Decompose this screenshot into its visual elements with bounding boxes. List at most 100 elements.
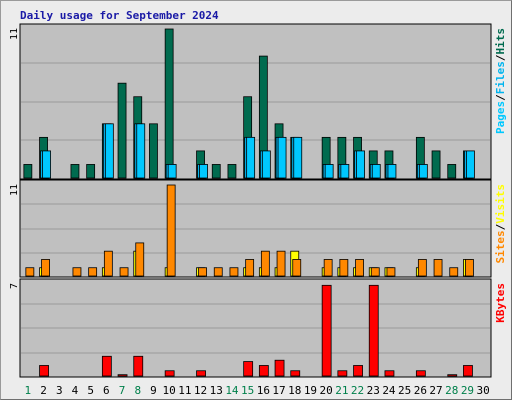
bar-sites: [25, 267, 35, 277]
bar-kbytes: [196, 370, 206, 377]
bar-pages: [136, 123, 146, 179]
x-tick-label: 9: [150, 384, 157, 397]
series-label: KBytes: [494, 283, 507, 323]
bar-hits: [431, 150, 441, 179]
x-tick-label: 11: [178, 384, 191, 397]
x-tick-label: 26: [414, 384, 427, 397]
bar-sites: [417, 259, 427, 277]
series-label-separator: /: [494, 54, 507, 61]
bar-sites: [88, 267, 98, 277]
bar-hits: [86, 164, 96, 179]
series-label-separator: /: [494, 94, 507, 101]
bar-kbytes: [274, 359, 285, 377]
x-tick-label: 14: [225, 384, 239, 397]
x-tick-label: 6: [103, 384, 110, 397]
series-label-group: Sites/Visits: [494, 184, 507, 264]
bar-pages: [104, 123, 114, 179]
x-tick-label: 13: [210, 384, 223, 397]
bar-sites: [229, 267, 239, 277]
ymax-label: 7: [9, 283, 20, 289]
bar-hits: [211, 164, 221, 179]
x-tick-label: 2: [40, 384, 47, 397]
bar-hits: [149, 123, 158, 179]
ymax-label: 11: [9, 28, 20, 40]
bar-hits: [23, 164, 33, 179]
x-tick-label: 12: [194, 384, 207, 397]
series-label-group: Pages/Files/Hits: [494, 28, 507, 134]
bar-pages: [167, 164, 177, 179]
bar-sites: [370, 267, 380, 277]
bar-pages: [261, 150, 271, 179]
x-tick-label: 19: [304, 384, 317, 397]
bar-pages: [199, 164, 208, 179]
bar-pages: [466, 150, 475, 179]
x-tick-label: 30: [477, 384, 490, 397]
bar-sites: [245, 259, 255, 277]
series-label: Pages: [494, 101, 507, 134]
x-tick-label: 18: [288, 384, 301, 397]
bar-hits: [227, 164, 237, 179]
x-tick-label: 7: [119, 384, 126, 397]
x-tick-label: 8: [134, 384, 141, 397]
bar-pages: [42, 150, 51, 179]
bar-hits: [447, 164, 457, 179]
series-label: Hits: [494, 28, 507, 55]
bar-pages: [324, 164, 334, 179]
series-label-group: KBytes: [494, 283, 507, 323]
bar-sites: [41, 259, 50, 277]
bar-pages: [340, 164, 350, 179]
series-label: Sites: [494, 230, 507, 263]
series-label: Files: [494, 61, 507, 94]
bar-sites: [198, 267, 207, 277]
bar-kbytes: [101, 355, 112, 377]
bar-kbytes: [258, 365, 269, 377]
bar-kbytes: [243, 361, 254, 377]
bar-sites: [465, 259, 474, 277]
x-tick-label: 5: [87, 384, 94, 397]
x-tick-label: 3: [56, 384, 63, 397]
bar-kbytes: [39, 365, 49, 377]
x-tick-label: 29: [461, 384, 474, 397]
bar-kbytes: [290, 370, 301, 377]
x-tick-label: 17: [272, 384, 285, 397]
bar-kbytes: [117, 374, 128, 377]
bar-sites: [260, 250, 270, 277]
bar-kbytes: [164, 370, 175, 377]
bar-sites: [449, 267, 459, 277]
bar-pages: [387, 164, 397, 179]
x-tick-label: 20: [320, 384, 333, 397]
bar-pages: [293, 136, 303, 179]
x-tick-label: 21: [335, 384, 348, 397]
bar-pages: [356, 150, 365, 179]
bar-kbytes: [463, 365, 473, 377]
bar-kbytes: [321, 284, 332, 377]
bar-hits: [117, 82, 127, 179]
bar-sites: [339, 259, 349, 277]
bar-sites: [119, 267, 129, 277]
bar-kbytes: [447, 374, 458, 377]
x-tick-label: 23: [367, 384, 380, 397]
bar-sites: [433, 259, 443, 277]
x-tick-label: 15: [241, 384, 254, 397]
bar-kbytes: [368, 284, 379, 377]
x-tick-label: 22: [351, 384, 364, 397]
bar-pages: [246, 136, 256, 179]
bar-sites: [72, 267, 82, 277]
bar-pages: [418, 164, 428, 179]
bar-pages: [371, 164, 381, 179]
x-tick-label: 10: [163, 384, 176, 397]
x-tick-label: 4: [72, 384, 79, 397]
bar-sites: [213, 267, 223, 277]
bar-hits: [70, 164, 80, 179]
bar-kbytes: [415, 370, 426, 377]
x-tick-label: 28: [445, 384, 458, 397]
x-tick-label: 27: [429, 384, 442, 397]
x-tick-label: 1: [25, 384, 32, 397]
bar-sites: [386, 267, 396, 277]
bar-kbytes: [337, 370, 348, 377]
bar-hits: [164, 28, 174, 179]
bar-sites: [166, 184, 176, 277]
bar-kbytes: [353, 365, 363, 377]
x-tick-label: 16: [257, 384, 270, 397]
